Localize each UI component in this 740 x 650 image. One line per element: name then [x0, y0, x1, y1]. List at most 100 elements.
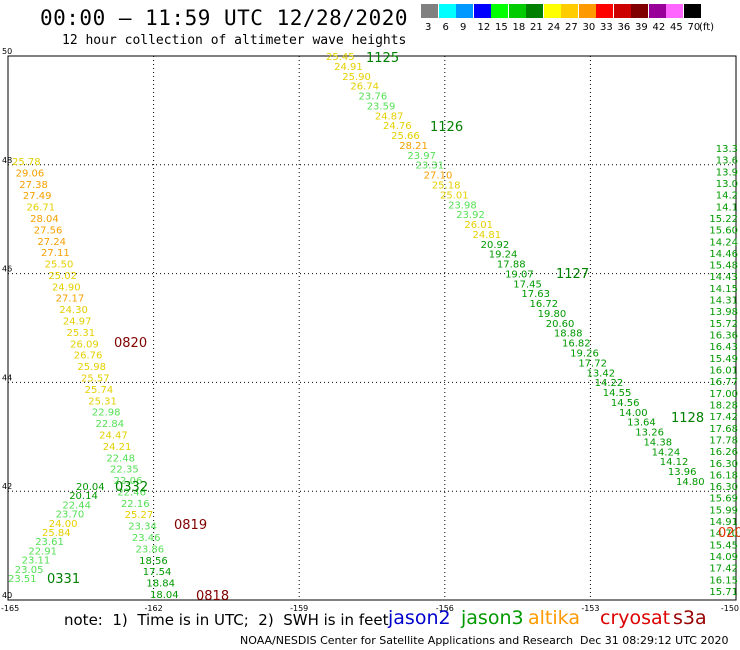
- longitude-label: -153: [581, 604, 599, 613]
- swh-value: 19.26: [570, 349, 599, 360]
- swh-value: 14.2: [716, 191, 738, 202]
- swh-value: 25.50: [45, 260, 74, 271]
- latitude-label: 46: [2, 265, 12, 274]
- swh-value: 14.80: [676, 477, 705, 488]
- legend-tick-label: 6: [442, 22, 449, 33]
- swh-value: 14.1: [716, 202, 738, 213]
- swh-value: 18.56: [139, 556, 168, 567]
- swh-value: 17.45: [513, 279, 542, 290]
- swh-value: 19.24: [489, 250, 518, 261]
- swh-value: 14.91: [709, 517, 738, 528]
- swh-value: 24.21: [103, 442, 132, 453]
- swh-value: 15.22: [709, 214, 738, 225]
- satellite-jason3: jason3: [461, 607, 524, 629]
- legend-swatch: [648, 4, 666, 18]
- swh-value: 28.04: [30, 214, 59, 225]
- swh-value: 25.84: [42, 528, 71, 539]
- swh-value: 16.01: [709, 366, 738, 377]
- swh-value: 13.26: [635, 428, 664, 439]
- swh-value: 13.0: [716, 179, 738, 190]
- swh-value: 16.77: [709, 377, 738, 388]
- swh-value: 20.60: [546, 319, 575, 330]
- swh-value: 27.10: [424, 171, 453, 182]
- satellite-jason2: jason2: [388, 607, 451, 629]
- swh-value: 25.31: [88, 396, 117, 407]
- swh-value: 16.82: [562, 339, 591, 350]
- legend-tick-label: 12: [477, 22, 491, 33]
- swh-value: 13.96: [668, 467, 697, 478]
- swh-value: 25.01: [440, 190, 469, 201]
- swh-value: 19.80: [538, 309, 567, 320]
- swh-value: 17.63: [521, 289, 550, 300]
- swh-value: 23.98: [448, 200, 477, 211]
- pass-time-label: 1128: [671, 411, 704, 426]
- swh-value: 14.56: [611, 398, 640, 409]
- swh-value: 16.30: [709, 459, 738, 470]
- swh-value: 18.04: [150, 590, 179, 601]
- legend-swatch: [561, 4, 578, 18]
- swh-value: 23.05: [15, 565, 44, 576]
- longitude-label: -162: [145, 604, 163, 613]
- swh-value: 24.91: [334, 62, 363, 73]
- swh-value: 22.98: [92, 408, 121, 419]
- swh-value: 17.42: [709, 412, 738, 423]
- pass-time-label: 0818: [196, 589, 229, 604]
- swh-value: 23.11: [22, 556, 51, 567]
- swh-value: 29.06: [16, 168, 45, 179]
- satellite-s3a: s3a: [673, 607, 707, 629]
- swh-value: 22.48: [106, 453, 135, 464]
- swh-value: 27.17: [56, 294, 85, 305]
- pass-time-label: 0819: [174, 518, 207, 533]
- swh-value: 24.47: [99, 430, 128, 441]
- swh-value: 24.97: [63, 317, 92, 328]
- swh-value: 22.44: [62, 500, 91, 511]
- pass-time-label: 1125: [366, 51, 399, 66]
- legend-swatch: [683, 4, 701, 18]
- swh-value: 23.61: [35, 537, 64, 548]
- swh-value: 16.30: [709, 482, 738, 493]
- swh-value: 23.70: [56, 510, 85, 521]
- swh-value: 24.30: [59, 305, 88, 316]
- swh-value: 14.43: [709, 272, 738, 283]
- swh-value: 13.3: [716, 144, 738, 155]
- swh-value: 15.99: [709, 505, 738, 516]
- swh-value: 17.54: [143, 567, 172, 578]
- legend-tick-label: 33: [600, 22, 613, 33]
- swh-value: 22.06: [114, 476, 143, 487]
- swh-value: 14.70: [709, 529, 738, 540]
- swh-value: 16.18: [709, 470, 738, 481]
- swh-value: 17.78: [709, 435, 738, 446]
- legend-tick-label: 30: [582, 22, 596, 33]
- swh-value: 13.98: [709, 307, 738, 318]
- swh-value: 25.57: [81, 374, 110, 385]
- swh-value: 14.55: [603, 388, 632, 399]
- map-frame: [7, 55, 737, 601]
- swh-value: 19.07: [505, 269, 534, 280]
- footnote: note: 1) Time is in UTC; 2) SWH is in fe…: [64, 611, 389, 629]
- latitude-label: 42: [2, 482, 12, 491]
- swh-value: 27.49: [23, 191, 52, 202]
- legend-tick-label: 27: [565, 22, 578, 33]
- legend-swatch: [596, 4, 613, 18]
- legend-tick-label: 3: [425, 22, 432, 33]
- swh-value: 17.72: [578, 358, 607, 369]
- latitude-label: 40: [2, 591, 12, 600]
- longitude-label: -159: [290, 604, 308, 613]
- swh-value: 15.48: [709, 261, 738, 272]
- legend-tick-label: 42: [652, 22, 666, 33]
- legend-swatch: [613, 4, 631, 18]
- swh-value: 25.78: [12, 157, 41, 168]
- generated-timestamp: Dec 31 08:29:12 UTC 2020: [580, 634, 729, 647]
- map-subtitle: 12 hour collection of altimeter wave hei…: [62, 33, 407, 48]
- swh-value: 20.92: [481, 240, 510, 251]
- legend-tick-label: 24: [547, 22, 561, 33]
- swh-value: 23.34: [128, 522, 157, 533]
- legend-tick-label: 9: [460, 22, 467, 33]
- swh-value: 26.74: [350, 82, 379, 93]
- legend-tick-label: 18: [512, 22, 526, 33]
- legend-swatch: [666, 4, 683, 18]
- longitude-label: -165: [1, 604, 19, 613]
- swh-value: 14.46: [709, 249, 738, 260]
- latitude-label: 48: [2, 156, 12, 165]
